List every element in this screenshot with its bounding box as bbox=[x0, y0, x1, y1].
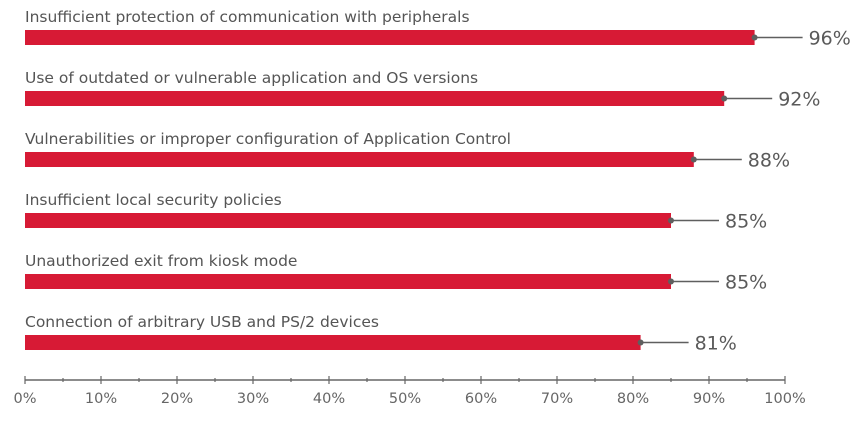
category-label: Insufficient local security policies bbox=[25, 191, 282, 209]
x-tick-label: 20% bbox=[161, 391, 193, 407]
bar bbox=[25, 91, 725, 106]
bar bbox=[25, 30, 755, 45]
x-tick-label: 60% bbox=[465, 391, 497, 407]
x-tick-label: 80% bbox=[617, 391, 649, 407]
category-label: Connection of arbitrary USB and PS/2 dev… bbox=[25, 313, 379, 331]
category-label: Use of outdated or vulnerable applicatio… bbox=[25, 69, 478, 87]
x-tick-label: 90% bbox=[693, 391, 725, 407]
value-label: 81% bbox=[695, 333, 737, 355]
value-label: 85% bbox=[725, 272, 767, 294]
category-label: Insufficient protection of communication… bbox=[25, 8, 470, 26]
x-tick-label: 50% bbox=[389, 391, 421, 407]
value-label: 92% bbox=[778, 89, 820, 111]
value-label: 96% bbox=[809, 28, 851, 50]
value-label: 88% bbox=[748, 150, 790, 172]
bar-row: Use of outdated or vulnerable applicatio… bbox=[25, 69, 820, 111]
bar-row: Insufficient protection of communication… bbox=[25, 8, 851, 50]
x-tick-label: 40% bbox=[313, 391, 345, 407]
bar bbox=[25, 152, 694, 167]
bar bbox=[25, 213, 671, 228]
bar-row: Unauthorized exit from kiosk mode 85% bbox=[25, 252, 767, 294]
leader-dot bbox=[751, 34, 758, 41]
bars-layer: Insufficient protection of communication… bbox=[25, 8, 851, 355]
bar bbox=[25, 274, 671, 289]
leader-dot bbox=[637, 339, 644, 346]
category-label: Vulnerabilities or improper configuratio… bbox=[25, 130, 511, 148]
x-axis: 0% 10% 20% 30% 40% 50% 60% 70% 80% 90% 100% bbox=[13, 376, 806, 407]
x-tick-label: 30% bbox=[237, 391, 269, 407]
leader-dot bbox=[668, 278, 674, 285]
bar-row: Connection of arbitrary USB and PS/2 dev… bbox=[25, 313, 737, 355]
x-tick-label: 70% bbox=[541, 391, 573, 407]
value-label: 85% bbox=[725, 211, 767, 233]
x-tick-label: 0% bbox=[13, 391, 36, 407]
bar-row: Insufficient local security policies 85% bbox=[25, 191, 767, 233]
leader-dot bbox=[721, 95, 728, 102]
leader-dot bbox=[668, 217, 674, 224]
x-tick-label: 100% bbox=[764, 391, 805, 407]
bar-row: Vulnerabilities or improper configuratio… bbox=[25, 130, 790, 172]
leader-dot bbox=[690, 156, 697, 163]
bar bbox=[25, 335, 641, 350]
category-label: Unauthorized exit from kiosk mode bbox=[25, 252, 297, 270]
x-tick-label: 10% bbox=[85, 391, 117, 407]
